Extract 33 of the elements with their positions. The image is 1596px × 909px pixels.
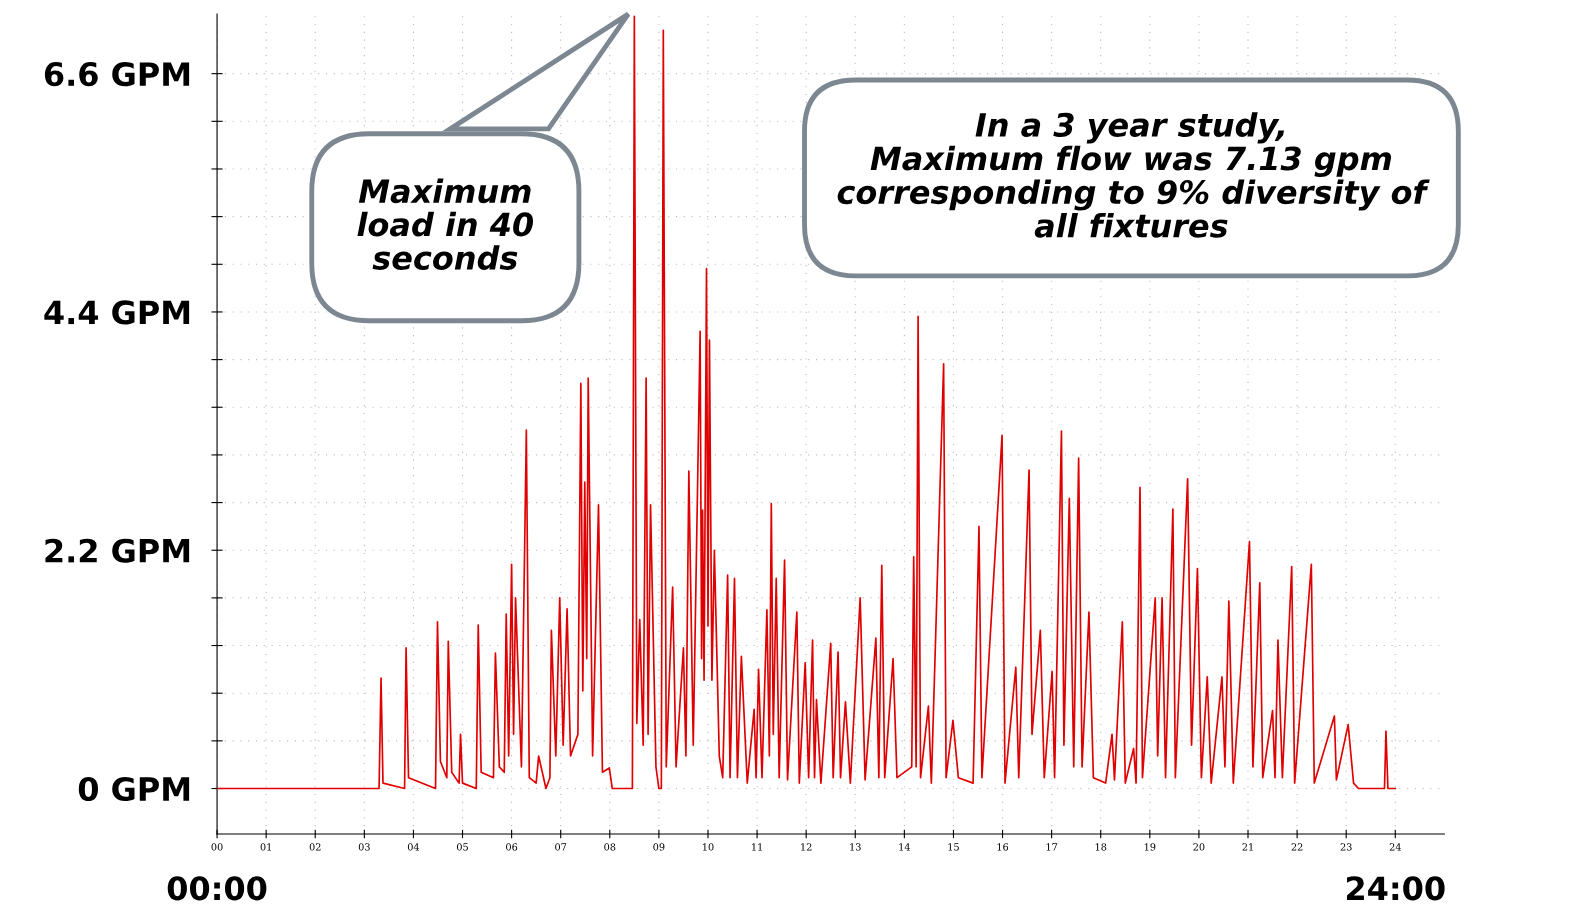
x-tick-label: 16 — [997, 843, 1009, 851]
x-tick-label: 24 — [1389, 843, 1401, 851]
x-tick-label: 21 — [1242, 843, 1253, 851]
x-tick-label: 10 — [702, 843, 714, 851]
x-tick-label: 02 — [309, 843, 321, 851]
x-tick-label: 11 — [752, 843, 762, 851]
x-tick-label: 00 — [211, 843, 223, 851]
y-tick-label: 0 GPM — [78, 776, 190, 802]
x-tick-label: 01 — [260, 843, 271, 851]
x-tick-label: 13 — [850, 843, 861, 851]
text: 24:00 — [1346, 876, 1445, 901]
x-tick-label: 22 — [1291, 843, 1303, 851]
x-tick-label: 08 — [604, 843, 616, 851]
x-tick-label: 09 — [653, 843, 665, 851]
x-tick-label: 19 — [1144, 843, 1156, 851]
x-tick-label: 15 — [948, 843, 959, 851]
text: 00:00 — [167, 876, 267, 901]
x-tick-label: 23 — [1340, 843, 1352, 851]
annotation: Maximum load in 40 seconds — [357, 178, 534, 270]
x-tick-label: 06 — [506, 843, 518, 851]
y-tick-label: 6.6 GPM — [44, 62, 190, 87]
x-tick-label: 05 — [456, 843, 468, 851]
x-tick-label: 14 — [899, 843, 911, 851]
annotation: In a 3 year study, Maximum flow was 7.13 gpm corresponding to 9% diversity of all fixtures — [837, 112, 1430, 238]
y-tick-label: 2.2 GPM — [45, 538, 190, 563]
x-tick-label: 03 — [358, 843, 370, 851]
x-tick-label: 18 — [1095, 843, 1107, 851]
x-tick-label: 17 — [1046, 843, 1058, 851]
x-tick-label: 07 — [555, 843, 567, 851]
x-tick-label: 04 — [407, 843, 420, 851]
y-tick-label: 4.4 GPM — [44, 300, 190, 325]
x-tick-label: 12 — [801, 843, 812, 851]
x-tick-label: 20 — [1193, 843, 1205, 851]
